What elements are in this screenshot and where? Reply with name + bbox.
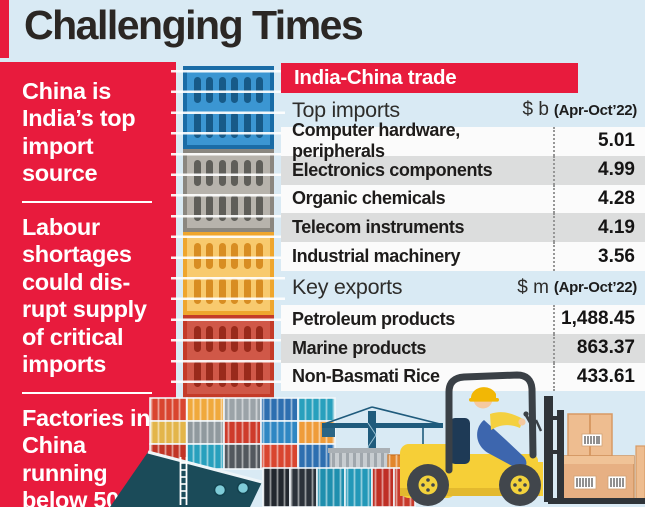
section-period: (Apr-Oct’22): [553, 101, 637, 119]
sidebar-note-labour-shortages: Labour shortages could dis-rupt supply o…: [22, 213, 147, 378]
forklift-illustration: [400, 371, 645, 506]
imports-rows: Computer hardware, peripherals 5.01 Electr…: [281, 120, 645, 271]
shipping-container-blue: [183, 66, 274, 149]
section-period: (Apr-Oct’22): [553, 279, 637, 297]
row-label: Non-Basmati Rice: [292, 366, 440, 387]
section-unit: $ b: [522, 99, 549, 120]
forklift-wheels: [407, 464, 541, 506]
forklift-body: [400, 371, 543, 506]
forklift-mast: [544, 396, 645, 504]
section-label: Top imports: [292, 97, 400, 122]
shipping-container-amber: [183, 232, 274, 315]
row-label: Organic chemicals: [292, 188, 446, 209]
trade-table: India-China trade Top imports $ b (Apr-O…: [281, 63, 645, 392]
dock-containers-illustration: [262, 467, 416, 507]
sidebar-note-factories: Factories in China running below 50% cap…: [22, 404, 151, 507]
table-row: Industrial machinery 3.56: [281, 242, 645, 271]
row-label: Telecom instruments: [292, 217, 465, 238]
table-row: Marine products 863.37: [281, 333, 645, 363]
table-row: Electronics components 4.99: [281, 155, 645, 185]
section-label: Key exports: [292, 275, 403, 300]
sidebar-note-import-source: China is India’s top import source: [22, 78, 136, 187]
table-row: Organic chemicals 4.28: [281, 184, 645, 214]
shipping-container-gray: [183, 149, 274, 232]
table-row: Computer hardware, peripherals 5.01: [281, 120, 645, 162]
page-title: Challenging Times: [24, 2, 364, 48]
row-label: Petroleum products: [292, 308, 455, 329]
row-value: 863.37: [553, 333, 645, 363]
section-unit: $ m: [517, 276, 549, 298]
sidebar: China is India’s top import source Labou…: [0, 62, 176, 507]
divider: [22, 200, 152, 203]
table-row: Petroleum products 1,488.45: [281, 304, 645, 334]
row-value: 3.56: [553, 242, 645, 271]
row-label: Marine products: [292, 337, 427, 358]
row-value: 4.99: [553, 155, 645, 185]
row-value: 1,488.45: [553, 304, 645, 334]
forklift-driver: [469, 387, 543, 470]
section-header-exports: Key exports $ m (Apr-Oct’22): [281, 271, 645, 305]
row-label: Industrial machinery: [292, 246, 461, 267]
row-value: 5.01: [553, 127, 645, 156]
row-value: 4.19: [553, 213, 645, 243]
table-row: Telecom instruments 4.19: [281, 213, 645, 243]
section-header-imports: Top imports $ b (Apr-Oct’22): [281, 93, 645, 127]
cargo-boxes-illustration: [559, 413, 645, 501]
divider: [22, 391, 152, 394]
exports-rows: Petroleum products 1,488.45 Marine product…: [281, 304, 645, 392]
row-label: Electronics components: [292, 159, 493, 180]
row-value: 4.28: [553, 184, 645, 214]
red-accent-bar: [0, 0, 9, 58]
container-stack-illustration: [183, 66, 274, 398]
row-value: 433.61: [553, 362, 645, 392]
cargo-ship-illustration: [110, 450, 263, 507]
table-title: India-China trade: [281, 63, 578, 93]
row-label: Computer hardware, peripherals: [292, 120, 460, 162]
